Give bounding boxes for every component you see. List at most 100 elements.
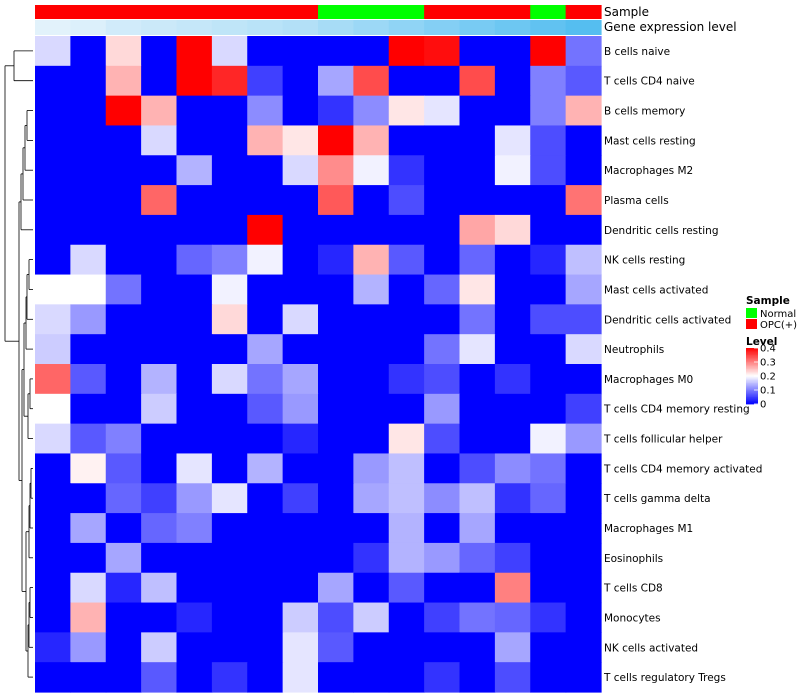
level-legend-title: Level: [746, 336, 777, 348]
heatmap-cell: [424, 125, 461, 156]
heatmap-cell: [565, 36, 602, 67]
heatmap-cell: [318, 453, 354, 484]
heatmap-cell: [35, 155, 71, 186]
heatmap-cell: [105, 513, 142, 544]
heatmap-cell: [565, 602, 602, 633]
heatmap-cell: [211, 602, 248, 633]
row-label: Dendritic cells resting: [604, 225, 719, 237]
heatmap-cell: [35, 244, 71, 276]
heatmap-cell: [388, 483, 425, 514]
heatmap-cell: [530, 483, 567, 514]
colorbar-segment: [746, 359, 758, 361]
heatmap-cell: [282, 334, 319, 365]
row-label: Neutrophils: [604, 344, 664, 356]
sample-annotation-cell: [565, 5, 602, 19]
heatmap-cell: [211, 125, 248, 156]
heatmap-cell: [70, 662, 107, 693]
heatmap-cell: [35, 513, 71, 544]
heatmap-cell: [211, 483, 248, 514]
colorbar-segment: [746, 370, 758, 373]
heatmap-cell: [141, 572, 178, 604]
heatmap-cell: [247, 244, 284, 276]
heatmap-cell: [353, 513, 390, 544]
heatmap-cell: [35, 632, 71, 663]
colorbar-tick-label: 0: [760, 400, 766, 411]
heatmap-cell: [494, 95, 531, 127]
heatmap-cell: [105, 393, 142, 425]
sample-annotation-cell: [353, 5, 390, 19]
heatmap-cell: [141, 244, 178, 276]
heatmap-cell: [247, 662, 284, 693]
heatmap-cell: [353, 304, 390, 335]
heatmap-cell: [353, 453, 390, 484]
heatmap-cell: [141, 662, 178, 693]
heatmap-cell: [211, 155, 248, 186]
heatmap-cell: [424, 572, 461, 604]
heatmap-cell: [70, 364, 107, 395]
heatmap-cell: [494, 483, 531, 514]
heatmap-cell: [530, 334, 567, 365]
heatmap-cell: [105, 65, 142, 97]
heatmap-cell: [424, 632, 461, 663]
heatmap-cell: [35, 393, 71, 425]
heatmap-cell: [35, 65, 71, 97]
colorbar-segment: [746, 384, 758, 387]
heatmap-cell: [105, 155, 142, 186]
heatmap-cell: [70, 393, 107, 425]
heatmap-cell: [459, 393, 496, 425]
heatmap-cell: [353, 393, 390, 425]
heatmap-cell: [211, 662, 248, 693]
colorbar-segment: [746, 387, 758, 389]
heatmap-cell: [141, 483, 178, 514]
colorbar-segment: [746, 353, 758, 356]
heatmap-cell: [176, 274, 213, 305]
gene-expression-annotation-cell: [35, 20, 71, 35]
heatmap-cell: [353, 214, 390, 246]
heatmap-cell: [282, 513, 319, 544]
sample-annotation-cell: [35, 5, 71, 19]
heatmap-cell: [282, 274, 319, 305]
heatmap-cell: [494, 36, 531, 67]
heatmap-cell: [530, 244, 567, 276]
heatmap-cell: [141, 602, 178, 633]
gene-expression-annotation-cell: [565, 20, 602, 35]
heatmap-cell: [424, 364, 461, 395]
heatmap-cell: [530, 513, 567, 544]
colorbar-segment: [746, 356, 758, 359]
heatmap-cell: [459, 214, 496, 246]
gene-expression-annotation-cell: [494, 20, 531, 35]
heatmap-cell: [141, 393, 178, 425]
heatmap-cell: [35, 304, 71, 335]
heatmap-cell: [282, 214, 319, 246]
heatmap-cell: [211, 542, 248, 574]
heatmap-cell: [459, 542, 496, 574]
heatmap-cell: [494, 155, 531, 186]
heatmap-cell: [565, 423, 602, 455]
heatmap-cell: [247, 214, 284, 246]
heatmap-cell: [318, 95, 354, 127]
heatmap-cell: [565, 334, 602, 365]
heatmap-cell: [565, 542, 602, 574]
row-label: T cells regulatory Tregs: [603, 672, 726, 684]
heatmap-cell: [459, 36, 496, 67]
heatmap-cell: [494, 542, 531, 574]
heatmap-cell: [353, 364, 390, 395]
heatmap-cell: [459, 423, 496, 455]
heatmap-cell: [141, 632, 178, 663]
heatmap-cell: [459, 334, 496, 365]
heatmap-cell: [318, 214, 354, 246]
colorbar-segment: [746, 349, 758, 352]
heatmap-cell: [565, 364, 602, 395]
heatmap-cell: [353, 36, 390, 67]
heatmap-cell: [282, 125, 319, 156]
heatmap-cell: [176, 483, 213, 514]
heatmap-cell: [141, 334, 178, 365]
heatmap-cell: [35, 125, 71, 156]
heatmap-cell: [70, 125, 107, 156]
heatmap-cell: [282, 542, 319, 574]
row-label: T cells follicular helper: [603, 434, 723, 446]
colorbar-segment: [746, 397, 758, 399]
heatmap-cell: [105, 125, 142, 156]
heatmap-cell: [211, 453, 248, 484]
heatmap-cell: [105, 95, 142, 127]
